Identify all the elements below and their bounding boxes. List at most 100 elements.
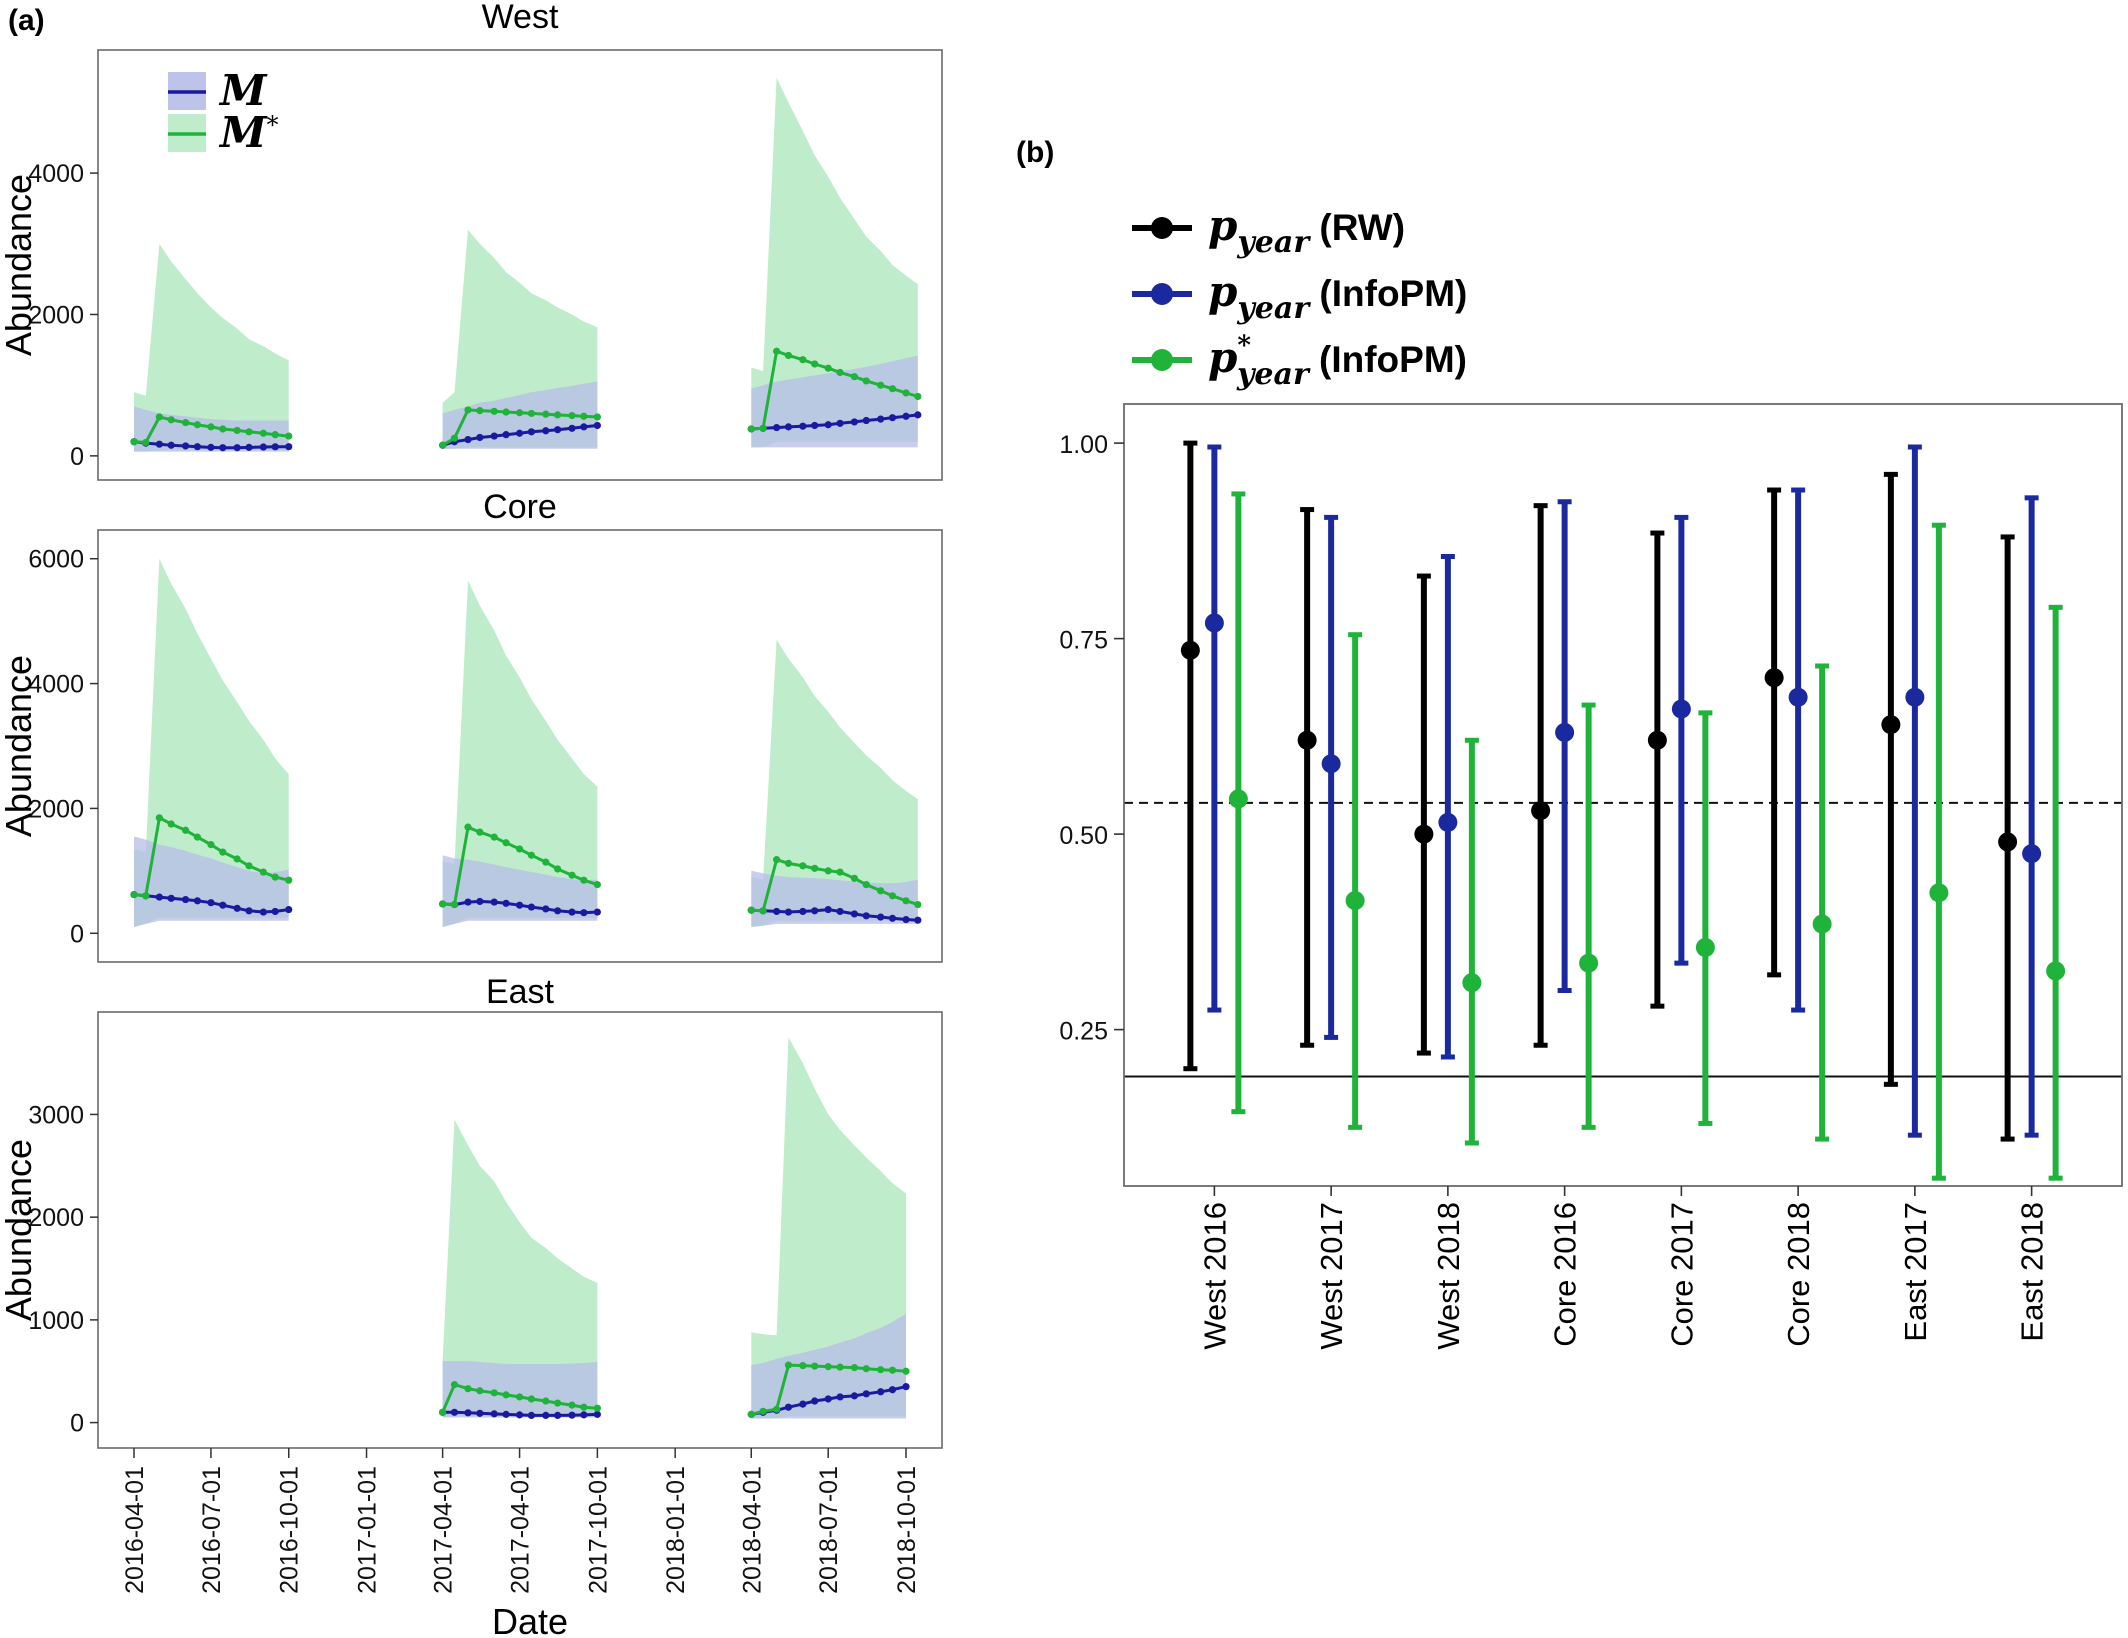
point-m-east [490,1410,498,1418]
point-estimate [1345,891,1365,911]
point-mstar-west [747,425,755,433]
point-m-core [285,905,293,914]
errorbar-infopm-east-2017 [1905,444,1925,1138]
point-mstar-west [259,429,267,437]
point-mstar-west [233,426,241,435]
point-m-east [502,1410,510,1418]
category-label: East 2017 [1898,1202,1933,1342]
point-mstar-west [568,411,576,420]
point-m-core [824,905,832,914]
band-m-west-2 [751,355,918,448]
point-m-east [450,1408,459,1416]
point-mstar-east [542,1397,550,1405]
point-mstar-core [450,900,459,909]
point-mstar-core [902,897,910,905]
point-estimate [1531,801,1551,821]
point-m-west [259,443,267,451]
band-mstar-core-0 [134,558,289,927]
point-m-core [271,907,279,916]
errorbar-rw-west-2018 [1414,573,1434,1056]
legend-suffix: (InfoPM) [1309,273,1467,314]
point-estimate [1929,883,1949,903]
x-tick-label: 2016-04-01 [121,1466,149,1594]
point-m-east [811,1397,819,1405]
subplot-frame-core [97,529,943,963]
y-tick-label-core: 0 [70,920,84,948]
point-mstar-core [568,871,576,879]
legend-b: pyear (RW) pyear (InfoPM)p* year (InfoPM) [1132,201,1467,392]
y-tick-label-b: 1.00 [1059,431,1108,459]
point-mstar-core [207,841,215,849]
errorbar-infopm-east-2018 [2022,495,2042,1138]
y-tick-label-west: 4000 [28,160,84,188]
point-m-west [902,412,910,420]
point-mstar-west [181,419,190,427]
point-m-west [862,416,870,425]
legend-marker-rw [1151,217,1173,239]
x-tick-label: 2018-07-01 [815,1466,843,1594]
point-mstar-east [811,1362,819,1370]
point-mstar-east [568,1401,576,1409]
point-m-west [167,441,175,449]
point-mstar-west [836,368,844,377]
point-m-core [542,905,550,913]
point-mstar-east [850,1364,859,1372]
y-tick-label-core: 4000 [28,671,84,699]
point-m-east [888,1386,897,1394]
point-m-east [527,1411,536,1420]
point-mstar-core [515,845,524,853]
point-m-core [490,898,498,906]
point-mstar-east [759,1407,767,1415]
band-mstar-east-1 [751,1037,906,1419]
category-label: Core 2018 [1781,1202,1816,1347]
legend-label-infopm: pyear (InfoPM) [1208,267,1467,326]
point-mstar-core [155,814,163,822]
point-estimate [1671,699,1691,719]
panel-b: pyear (RW) pyear (InfoPM)p* year (InfoPM) 0… [1059,201,2123,1350]
point-mstar-west [490,407,498,415]
point-mstar-east [439,1408,447,1416]
category-label: East 2018 [2015,1202,2050,1342]
point-m-east [515,1411,524,1419]
point-mstar-east [799,1361,807,1370]
point-mstar-east [580,1403,588,1411]
point-mstar-east [527,1395,536,1403]
point-m-core [888,914,897,922]
point-mstar-west [219,425,227,433]
errorbar-infopm-west-2016 [1204,444,1224,1013]
point-mstar-east [747,1410,755,1418]
point-mstar-core [554,865,562,873]
point-estimate [2046,961,2066,981]
point-m-west [219,444,227,452]
legend-label-rw: pyear (RW) [1208,201,1405,260]
point-mstar-core [130,890,138,899]
point-mstar-west [799,356,807,364]
x-tick-label: 2018-10-01 [893,1466,921,1594]
point-m-west [490,432,498,440]
panel-b-tag: (b) [1016,136,1054,169]
point-m-west [464,436,472,444]
errorbar-infopm-core-2018 [1788,487,1808,1013]
point-mstar-west [464,406,472,414]
point-m-west [502,431,510,439]
point-m-west [850,418,859,426]
point-mstar-east [476,1387,484,1395]
point-mstar-core [799,862,807,870]
point-m-east [554,1411,562,1420]
point-m-east [568,1411,576,1419]
point-mstar-west [902,389,910,397]
point-m-west [914,411,922,419]
errorbar-rw-core-2016 [1531,503,1551,1048]
panel-a-tag: (a) [8,4,45,37]
y-tick-label-b: 0.50 [1059,822,1108,850]
point-mstar-west [439,441,447,449]
point-m-west [207,443,215,451]
x-tick-label: 2016-07-01 [198,1466,226,1594]
y-tick-label-east: 1000 [28,1307,84,1335]
point-mstar-west [142,438,150,447]
point-mstar-west [285,432,293,440]
errorbar-pstar-core-2017 [1695,710,1715,1126]
point-mstar-core [181,826,190,834]
point-m-core [554,907,562,915]
point-m-core [502,899,510,907]
